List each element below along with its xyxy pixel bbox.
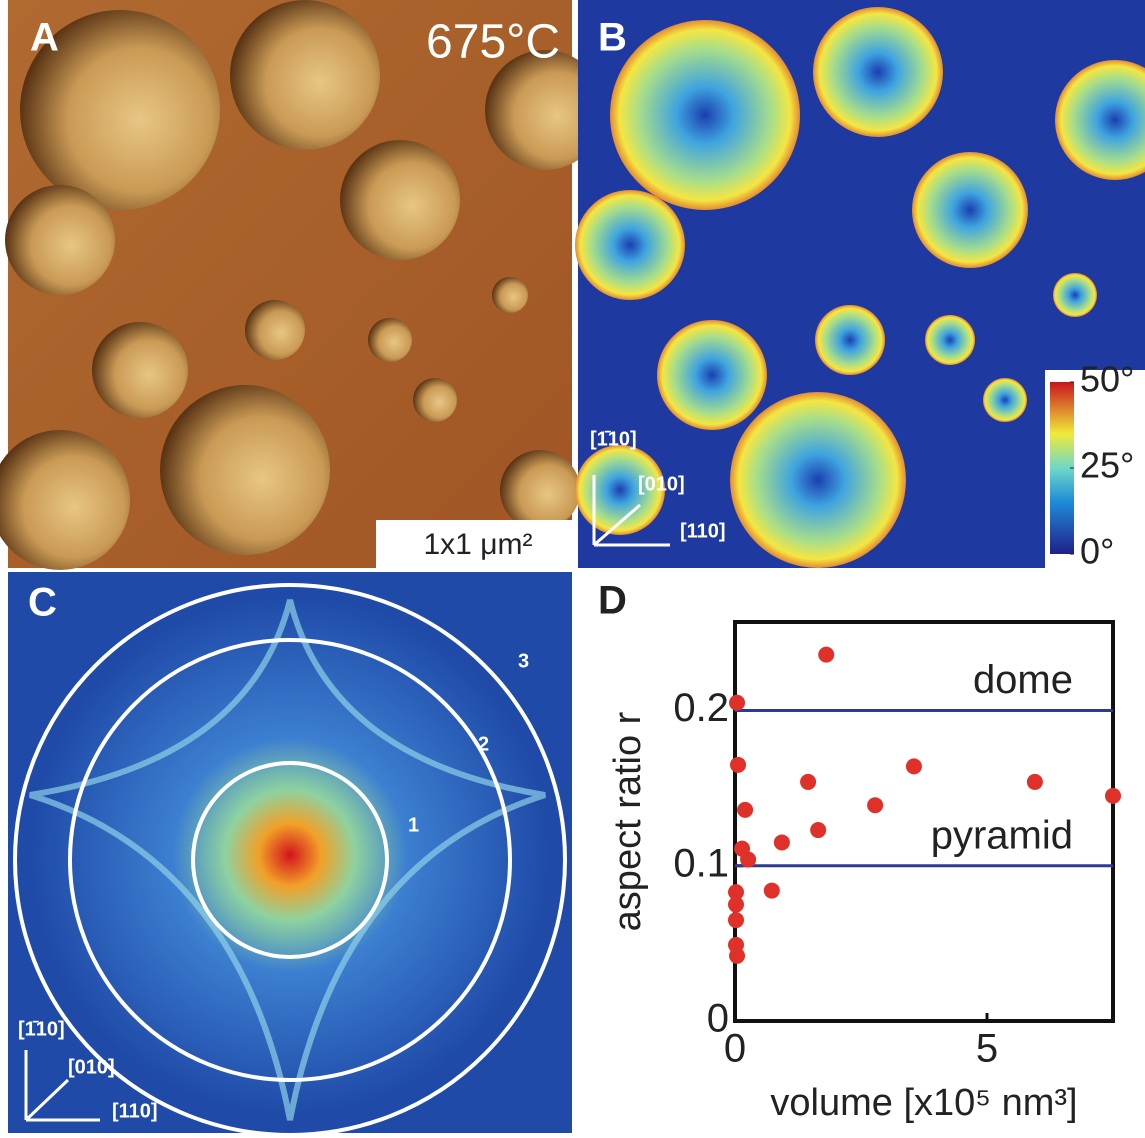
colorbar-label: 50° — [1080, 359, 1134, 400]
point — [1027, 774, 1043, 790]
point — [774, 834, 790, 850]
temperature: 675°C — [426, 16, 560, 69]
x-tick-label: 5 — [976, 1027, 998, 1071]
direction-label: [010] — [68, 1056, 115, 1078]
panel-letter: B — [598, 16, 627, 60]
page: {"panels": { "a": {"letter": "A", "tempe… — [0, 0, 1145, 1133]
direction-label: [110] — [680, 520, 726, 542]
panel-letter: D — [598, 579, 627, 623]
point — [729, 695, 745, 711]
point — [867, 797, 883, 813]
direction-label: [1̄10] — [18, 1018, 65, 1040]
point — [1105, 788, 1121, 804]
point — [737, 802, 753, 818]
y-tick-label: 0.1 — [673, 841, 729, 885]
colorbar-label: 0° — [1080, 531, 1114, 572]
point — [800, 774, 816, 790]
reference-label: pyramid — [931, 813, 1073, 857]
point — [728, 912, 744, 928]
figure: A 675°C 1x1 μm² B [1̄10] [010] [110] 1 2… — [0, 0, 1145, 1133]
panel-letter: C — [28, 581, 57, 625]
y-tick-label: 0.2 — [673, 686, 729, 730]
colorbar-label: 25° — [1080, 445, 1134, 486]
point — [728, 897, 744, 913]
point — [730, 757, 746, 773]
ring-label: 3 — [518, 650, 529, 672]
ring-label: 1 — [408, 814, 419, 836]
panel-letter: A — [30, 16, 59, 60]
direction-label: [010] — [638, 473, 685, 495]
point — [764, 883, 780, 899]
reference-label: dome — [973, 658, 1073, 702]
point — [740, 852, 756, 868]
ring-label: 2 — [478, 733, 489, 755]
direction-label: [110] — [112, 1100, 158, 1122]
point — [729, 948, 745, 964]
histogram-glow — [30, 595, 550, 1115]
x-axis-label: volume [x10⁵ nm³] — [770, 1082, 1077, 1124]
point — [906, 758, 922, 774]
direction-label: [1̄10] — [590, 428, 637, 450]
scale-label: 1x1 μm² — [424, 528, 533, 561]
point — [818, 647, 834, 663]
y-axis-label: aspect ratio r — [607, 711, 649, 931]
x-tick-label: 0 — [724, 1027, 746, 1071]
point — [810, 822, 826, 838]
